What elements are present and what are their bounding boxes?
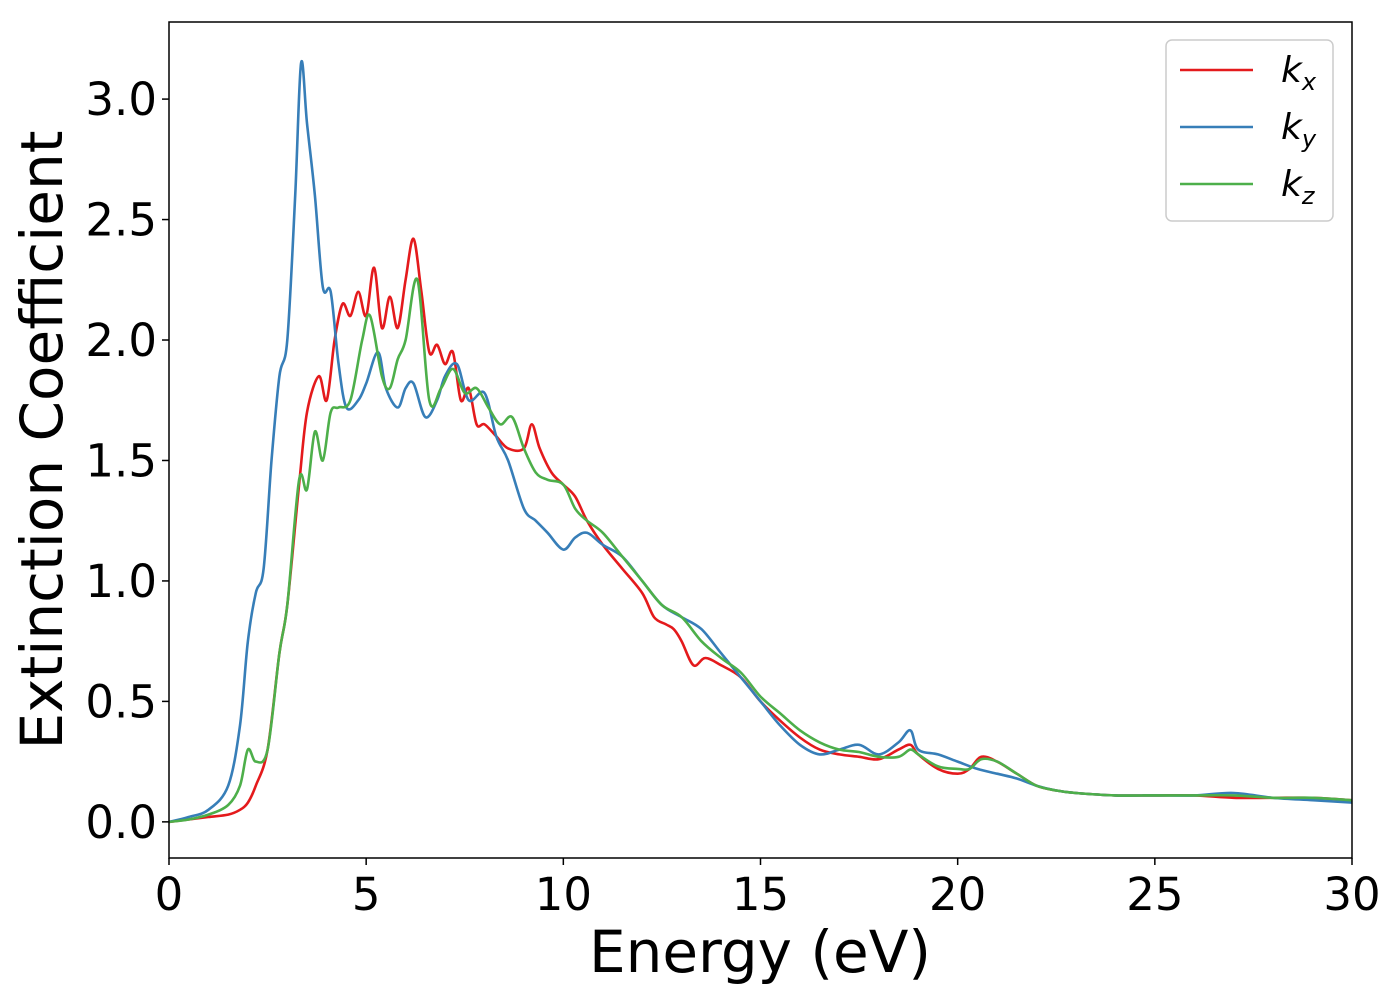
x-tick-label: 0 bbox=[155, 868, 184, 921]
legend-box bbox=[1165, 39, 1334, 222]
axes-frame bbox=[168, 21, 1353, 859]
y-tick-label: 2.0 bbox=[85, 314, 157, 367]
x-tick-label: 20 bbox=[929, 868, 986, 921]
x-tick-label: 5 bbox=[352, 868, 381, 921]
series-line-k-z bbox=[169, 277, 1352, 824]
series-layer bbox=[169, 59, 1352, 824]
y-tick-label: 2.5 bbox=[85, 194, 157, 247]
x-tick-label: 25 bbox=[1126, 868, 1183, 921]
y-tick-label: 3.0 bbox=[85, 73, 157, 126]
y-tick-label: 0.0 bbox=[85, 796, 157, 849]
y-tick-label: 0.5 bbox=[85, 675, 157, 728]
series-line-k-y bbox=[169, 59, 1352, 824]
x-axis-title: Energy (eV) bbox=[589, 918, 931, 986]
series-line-k-x bbox=[169, 237, 1352, 824]
ticks-layer: 0 5 10 15 20 25 30 0.0 0.5 1.0 1.5 2.0 2.5 3.0 bbox=[85, 73, 1380, 921]
x-tick-label: 10 bbox=[535, 868, 592, 921]
plot-area bbox=[169, 59, 1352, 824]
x-tick-label: 15 bbox=[732, 868, 789, 921]
y-tick-label: 1.0 bbox=[85, 555, 157, 608]
x-tick-label: 30 bbox=[1323, 868, 1380, 921]
y-axis-title: Extinction Coefficient bbox=[8, 131, 76, 750]
y-tick-label: 1.5 bbox=[85, 434, 157, 487]
